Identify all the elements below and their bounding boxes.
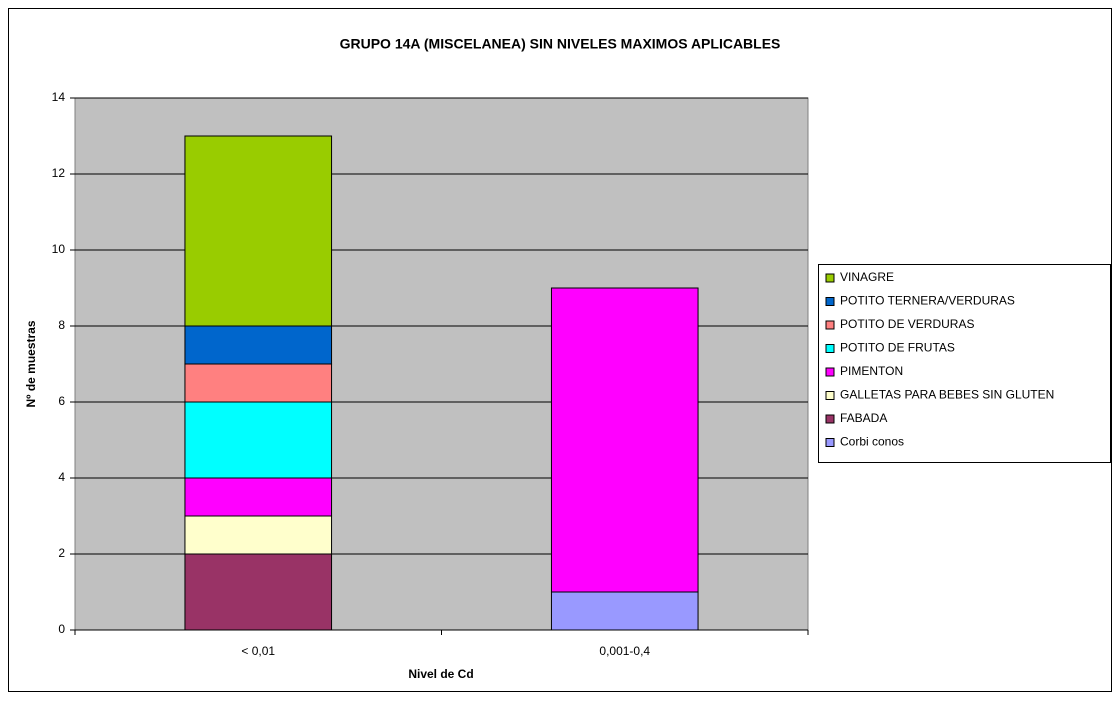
y-tick-label: 6	[58, 394, 65, 408]
legend-swatch	[825, 367, 835, 377]
x-tick-label: < 0,01	[241, 644, 275, 658]
bar-segment	[184, 135, 333, 327]
bar-segment	[184, 515, 333, 555]
bar-segment	[550, 287, 699, 593]
legend	[818, 264, 1111, 463]
legend-swatch	[825, 414, 835, 424]
bar-segment	[550, 591, 699, 631]
legend-label: PIMENTON	[840, 364, 903, 378]
legend-label: Corbi conos	[840, 435, 904, 449]
legend-swatch	[825, 344, 835, 353]
legend-swatch	[825, 391, 835, 400]
chart-title: GRUPO 14A (MISCELANEA) SIN NIVELES MAXIM…	[340, 36, 781, 52]
bar-segment	[184, 363, 333, 403]
legend-label: POTITO TERNERA/VERDURAS	[840, 294, 1015, 308]
legend-label: VINAGRE	[840, 270, 894, 284]
legend-swatch	[825, 320, 835, 330]
legend-label: POTITO DE VERDURAS	[840, 317, 974, 331]
y-tick-label: 14	[52, 90, 66, 104]
x-tick-label: 0,001-0,4	[599, 644, 650, 658]
legend-swatch	[825, 438, 835, 447]
bar-segment	[184, 477, 333, 517]
y-tick-label: 4	[58, 470, 65, 484]
y-tick-label: 0	[58, 622, 65, 636]
bar-segment	[184, 401, 333, 479]
legend-label: FABADA	[840, 411, 887, 425]
legend-swatch	[825, 297, 835, 306]
bar-segment	[184, 325, 333, 365]
legend-swatch	[825, 273, 835, 283]
y-tick-label: 8	[58, 318, 65, 332]
y-axis-label: Nº de muestras	[24, 320, 38, 407]
y-tick-label: 2	[58, 546, 65, 560]
legend-label: POTITO DE FRUTAS	[840, 341, 955, 355]
y-tick-label: 10	[52, 242, 66, 256]
bar-segment	[184, 553, 333, 631]
x-axis-label: Nivel de Cd	[408, 667, 473, 681]
legend-label: GALLETAS PARA BEBES SIN GLUTEN	[840, 388, 1054, 402]
y-tick-label: 12	[52, 166, 66, 180]
